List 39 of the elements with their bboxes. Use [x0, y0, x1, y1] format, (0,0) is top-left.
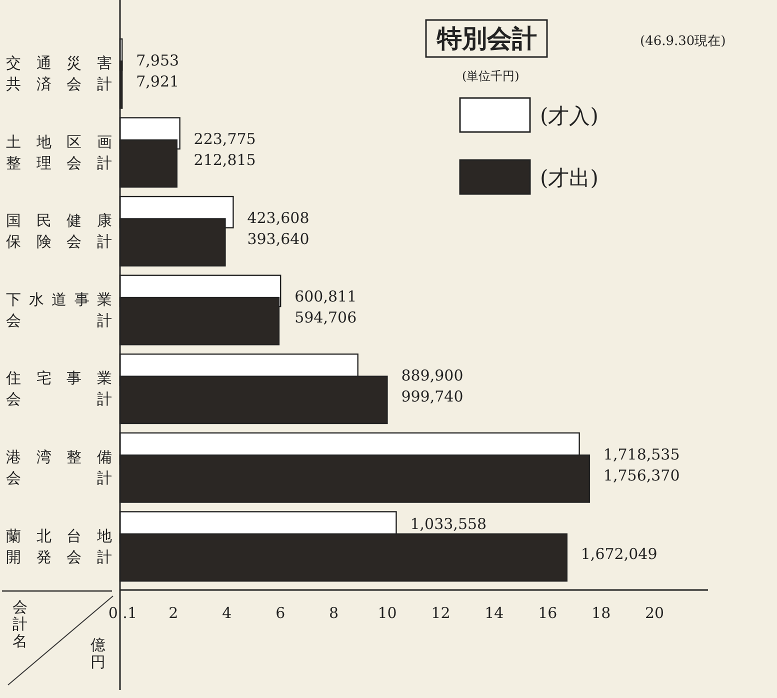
chart-subtitle: (46.9.30現在)	[640, 34, 726, 49]
x-tick-label: 4	[222, 604, 232, 622]
annotation: 223,775	[194, 130, 256, 148]
annotation: 1,756,370	[603, 466, 680, 484]
y-tick-label: 下水道事業会計	[6, 290, 112, 330]
y-axis-title: 会計名	[12, 598, 28, 650]
annotation: 1,033,558	[410, 515, 487, 534]
annotation: 7,953	[136, 51, 180, 70]
annotation: 212,815	[194, 151, 256, 170]
legend-label: (才入)	[540, 104, 598, 128]
annotation: 393,640	[247, 230, 310, 248]
legend-label: (才出)	[540, 166, 598, 190]
y-tick-label: 港湾整備会計	[6, 448, 112, 488]
x-tick-label: 0 .1	[108, 604, 137, 622]
x-tick-label: 8	[329, 604, 339, 622]
annotation: 423,608	[247, 208, 310, 227]
x-tick-label: 16	[538, 604, 558, 622]
x-tick-label: 18	[592, 604, 611, 622]
annotation: 999,740	[401, 387, 464, 406]
annotation: 600,811	[294, 288, 357, 306]
y-tick-label: 住宅事業会計	[5, 369, 112, 408]
y-tick-label: 交通災害共済会計	[6, 54, 112, 94]
annotation: 594,706	[294, 308, 357, 327]
x-tick-label: 6	[276, 604, 286, 622]
annotation: 1,672,049	[580, 545, 658, 564]
y-tick-label: 蘭北台地開発会計	[6, 526, 112, 566]
x-tick-label: 2	[168, 604, 178, 622]
annotation: 1,718,535	[603, 445, 680, 464]
x-tick-label: 10	[378, 604, 397, 622]
chart-title: 特別会計	[436, 24, 537, 53]
annotation: 7,921	[136, 72, 180, 90]
y-tick-label: 国民健康保険会計	[6, 212, 112, 251]
x-tick-label: 20	[645, 604, 664, 622]
x-tick-label: 12	[431, 604, 450, 622]
x-axis-title: 億円	[90, 636, 106, 671]
annotation: 889,900	[401, 366, 464, 384]
y-tick-label: 土地区画整理会計	[6, 132, 112, 172]
annotation: (単位千円)	[462, 69, 520, 83]
x-tick-label: 14	[484, 604, 504, 622]
